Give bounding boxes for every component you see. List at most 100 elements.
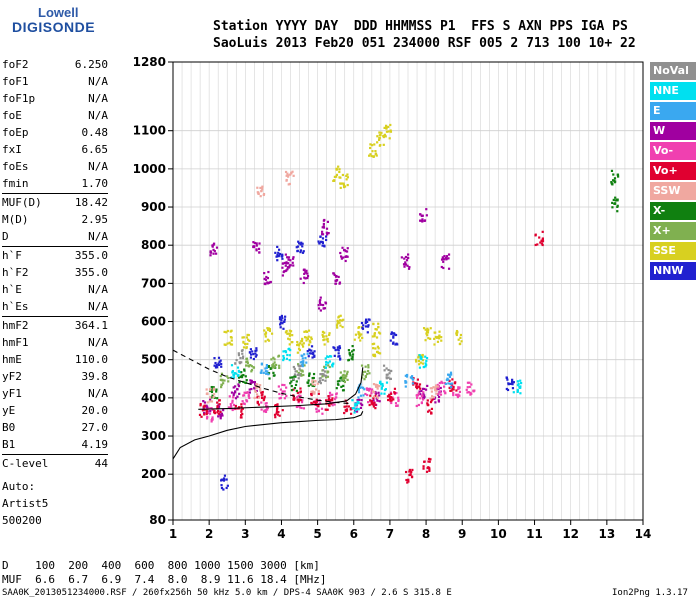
data-point (368, 154, 371, 157)
data-point (323, 370, 327, 373)
data-point (407, 267, 411, 270)
data-point (277, 385, 280, 388)
data-point (218, 403, 221, 406)
x-tick-label: 13 (598, 527, 615, 541)
data-point (287, 266, 290, 269)
data-point (382, 143, 385, 146)
data-point (205, 412, 208, 416)
data-point (276, 403, 279, 406)
data-point (376, 396, 379, 399)
data-point (385, 373, 388, 376)
data-point (317, 380, 321, 384)
data-point (299, 249, 303, 252)
param-row: B1 4.19 (2, 438, 108, 452)
data-point (290, 384, 293, 388)
data-point (267, 281, 271, 284)
data-point (616, 210, 619, 213)
data-point (427, 460, 430, 463)
data-point (421, 387, 425, 390)
data-point (364, 320, 368, 323)
data-point (473, 389, 476, 392)
data-point (285, 357, 289, 360)
data-point (335, 274, 338, 278)
data-point (273, 413, 277, 416)
data-point (419, 393, 422, 396)
data-point (393, 387, 397, 390)
data-point (418, 363, 421, 366)
data-point (336, 326, 339, 329)
autoscale-version: 500200 (2, 514, 42, 527)
data-point (414, 382, 417, 385)
data-point (254, 390, 257, 393)
param-value: 1.70 (81, 177, 109, 190)
data-point (301, 354, 304, 357)
legend-item: Vo+ (650, 162, 696, 180)
data-point (317, 405, 320, 408)
data-point (613, 202, 616, 205)
data-point (423, 387, 426, 391)
data-point (263, 395, 266, 398)
data-point (297, 363, 300, 366)
data-point (323, 374, 326, 377)
data-point (297, 240, 300, 243)
data-point (439, 386, 442, 390)
data-point (242, 394, 245, 397)
data-point (443, 385, 446, 388)
data-point (313, 383, 317, 386)
data-point (273, 361, 276, 364)
data-point (292, 256, 295, 259)
data-point (338, 355, 341, 358)
data-point (540, 239, 543, 242)
data-point (389, 391, 393, 394)
data-point (219, 378, 222, 381)
data-point (231, 408, 234, 412)
data-point (378, 385, 381, 388)
data-point (421, 359, 425, 362)
data-point (612, 173, 615, 176)
data-point (203, 401, 207, 404)
data-point (467, 391, 470, 394)
data-point (421, 362, 424, 365)
data-point (344, 376, 347, 380)
data-point (327, 364, 330, 367)
data-point (232, 376, 236, 379)
data-point (219, 417, 222, 420)
data-point (331, 398, 334, 402)
data-point (335, 175, 338, 178)
data-point (302, 268, 306, 271)
data-point (392, 335, 395, 338)
param-value: 2.95 (81, 213, 109, 226)
data-point (361, 403, 364, 407)
data-point (358, 334, 362, 337)
data-point (406, 481, 409, 484)
data-point (301, 357, 304, 360)
data-point (387, 130, 390, 133)
data-point (434, 386, 437, 389)
data-point (343, 370, 346, 373)
data-point (421, 218, 424, 221)
data-point (222, 477, 226, 480)
y-tick-label: 1100 (133, 124, 166, 138)
data-point (327, 403, 331, 407)
param-name: M(D) (2, 213, 29, 226)
data-point (342, 256, 345, 259)
data-point (345, 250, 349, 253)
data-point (424, 355, 427, 358)
data-point (378, 400, 381, 403)
data-point (323, 244, 326, 247)
data-point (470, 383, 473, 386)
data-point (279, 326, 282, 329)
data-point (243, 391, 246, 394)
data-point (297, 347, 301, 350)
data-point (275, 255, 278, 258)
data-point (229, 330, 232, 333)
param-row: MUF(D) 18.42 (2, 196, 108, 210)
data-point (390, 331, 393, 334)
data-point (437, 337, 441, 340)
data-point (300, 241, 303, 244)
data-point (419, 387, 422, 390)
data-point (377, 391, 380, 394)
data-point (324, 357, 327, 360)
param-name: B0 (2, 421, 16, 434)
